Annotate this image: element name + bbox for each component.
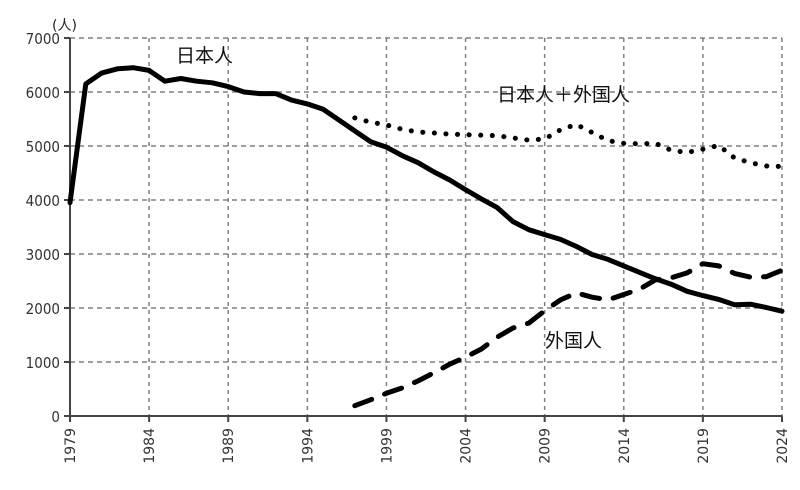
annotation-foreign: 外国人 [545,330,602,352]
y-tick-label: 5000 [26,138,60,156]
x-tick-label: 2019 [696,428,712,464]
x-tick-label: 1989 [221,428,237,464]
y-axis-unit-label: (人) [52,18,77,34]
x-tick-label: 1994 [300,428,316,464]
series-line-0 [67,65,785,314]
x-tick-label: 1999 [379,428,395,464]
annotation-japanese: 日本人 [176,45,233,67]
y-tick-label: 1000 [26,354,60,372]
y-tick-label: 3000 [26,246,60,264]
axes [64,38,782,417]
x-tick-label: 2009 [538,428,554,464]
x-axis-ticks: 1979 1984 1989 1994 1999 2004 2009 2014 2019 2024 [63,416,791,464]
series-line-2 [352,261,785,409]
y-tick-label: 4000 [26,192,60,210]
y-tick-label: 0 [51,408,60,426]
data-series [67,65,785,409]
annotation-japanese-plus-foreign: 日本人＋外国人 [497,84,630,106]
y-tick-label: 6000 [26,84,60,102]
series-line-1 [352,115,785,169]
gridlines [70,37,783,416]
x-tick-label: 2024 [775,428,791,464]
x-tick-label: 2004 [459,428,475,464]
x-tick-label: 1984 [142,428,158,464]
x-tick-label: 1979 [63,428,79,464]
y-tick-label: 7000 [26,30,60,48]
x-tick-label: 2014 [617,428,633,464]
y-tick-label: 2000 [26,300,60,318]
y-axis-ticks: 0 1000 2000 3000 4000 5000 6000 7000 [26,30,70,426]
